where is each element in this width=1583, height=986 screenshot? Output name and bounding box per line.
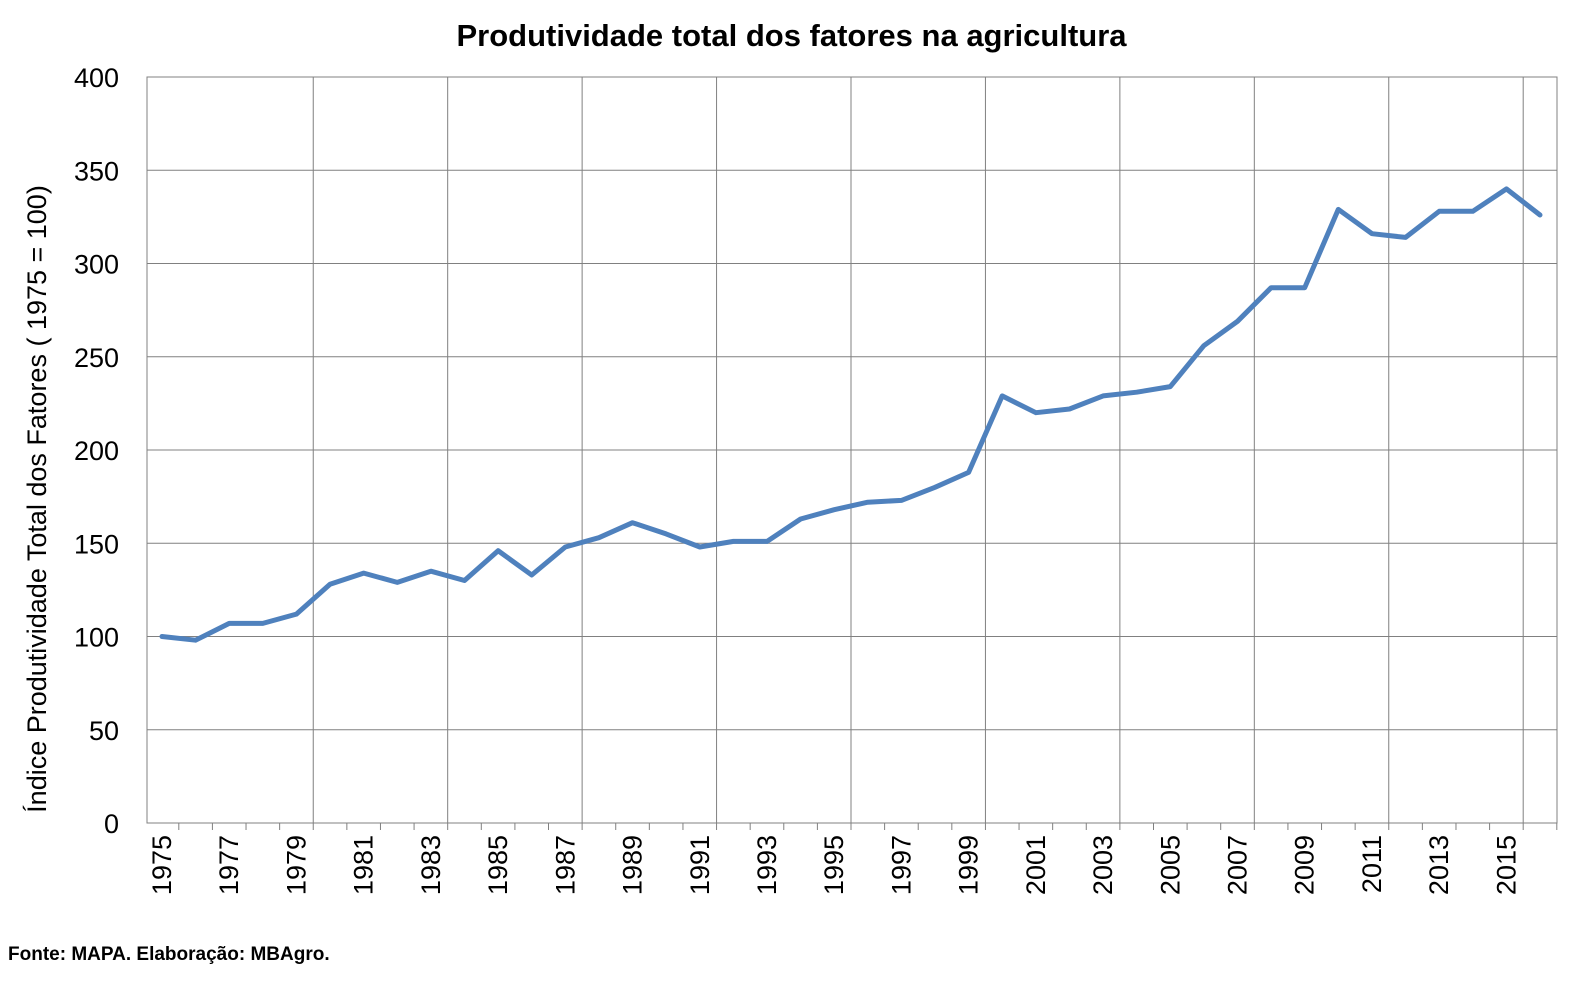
y-tick-label: 0 — [104, 809, 119, 839]
x-tick-label: 1995 — [819, 835, 849, 895]
x-tick-label: 2007 — [1223, 835, 1253, 895]
x-tick-label: 2011 — [1357, 835, 1387, 893]
x-tick-label: 1993 — [752, 835, 782, 895]
y-axis-title: Índice Produtividade Total dos Fatores (… — [22, 185, 52, 813]
x-tick-label: 1989 — [618, 835, 648, 895]
y-tick-label: 250 — [74, 343, 119, 373]
y-tick-label: 300 — [74, 250, 119, 280]
series-layer — [159, 186, 1543, 643]
axes — [146, 76, 1558, 830]
x-tick-label: 2015 — [1491, 835, 1521, 895]
y-tick-label: 150 — [74, 529, 119, 559]
y-tick-label: 50 — [89, 716, 119, 746]
x-tick-label: 1983 — [416, 835, 446, 895]
source-note: Fonte: MAPA. Elaboração: MBAgro. — [8, 944, 330, 965]
x-tick-label: 1977 — [214, 835, 244, 895]
x-tick-label: 1975 — [147, 835, 177, 895]
y-tick-label: 400 — [74, 63, 119, 93]
x-tick-labels: 1975 1977 1979 1981 1983 1985 1987 1989 1991 1993… — [147, 835, 1521, 895]
x-tick-label: 1997 — [886, 835, 916, 895]
x-tick-label: 1991 — [685, 835, 715, 895]
chart-title: Produtividade total dos fatores na agric… — [456, 18, 1127, 53]
x-tick-label: 1999 — [954, 835, 984, 895]
x-tick-label: 2009 — [1290, 835, 1320, 895]
plot-area-border — [146, 76, 1558, 824]
x-tick-label: 1987 — [550, 835, 580, 895]
y-tick-labels: 0 50 100 150 200 250 300 350 400 — [74, 63, 119, 839]
x-tick-label: 1979 — [281, 835, 311, 895]
x-tick-label: 2003 — [1088, 835, 1118, 895]
x-tick-label: 2005 — [1155, 835, 1185, 895]
grid-lines — [147, 76, 1557, 824]
x-tick-label: 2013 — [1424, 835, 1454, 895]
series-line — [159, 186, 1543, 643]
x-tick-label: 1985 — [483, 835, 513, 895]
y-tick-label: 100 — [74, 623, 119, 653]
x-tick-label: 1981 — [349, 835, 379, 895]
y-tick-label: 350 — [74, 156, 119, 186]
x-tick-label: 2001 — [1021, 835, 1051, 895]
y-tick-label: 200 — [74, 436, 119, 466]
